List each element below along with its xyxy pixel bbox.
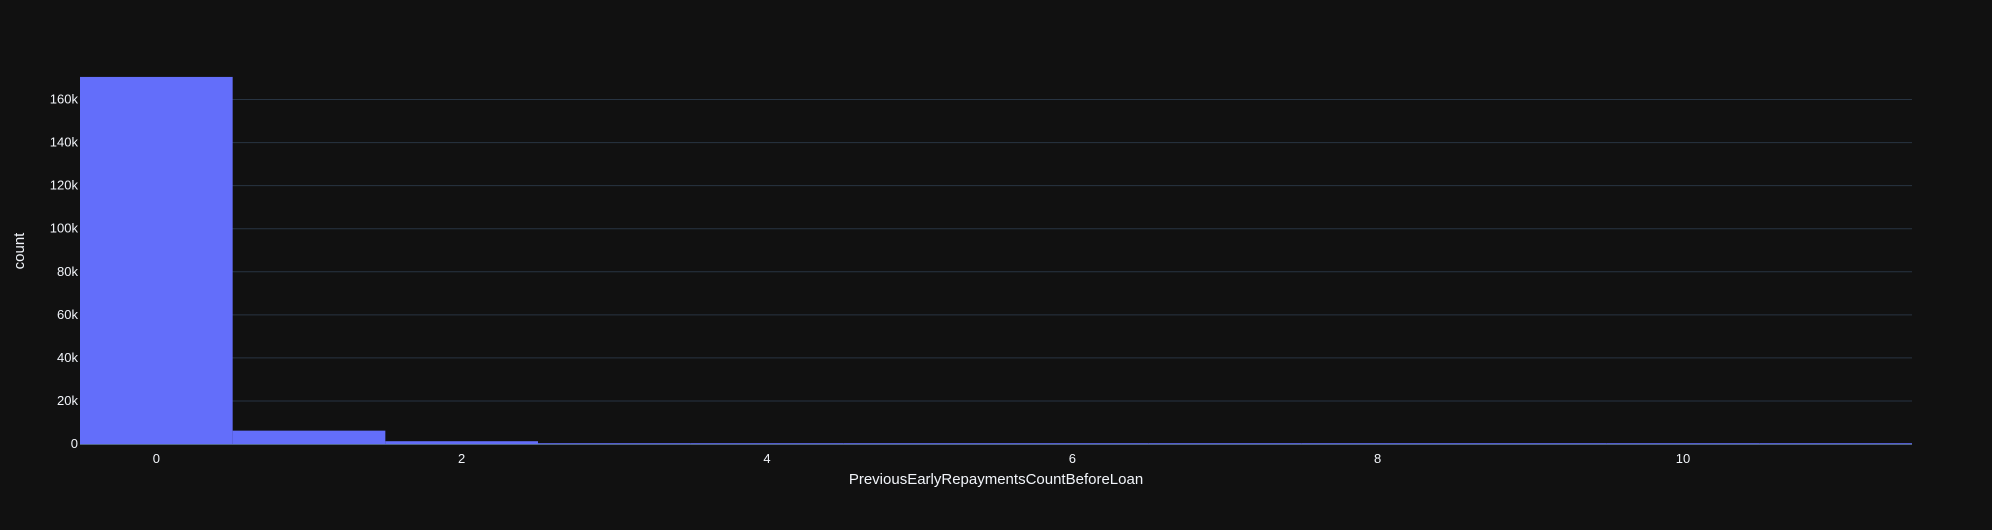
x-tick-label: 4 — [763, 451, 770, 466]
x-tick-label: 2 — [458, 451, 465, 466]
y-tick-label: 100k — [50, 221, 79, 236]
histogram-bar — [690, 443, 844, 444]
y-tick-label: 0 — [71, 436, 78, 451]
y-tick-label: 120k — [50, 178, 79, 193]
histogram-bar — [1301, 443, 1454, 444]
histogram-bar — [538, 443, 691, 444]
x-tick-label: 8 — [1374, 451, 1381, 466]
bars — [80, 76, 1912, 445]
gridlines — [80, 99, 1912, 402]
histogram-bar — [1454, 443, 1607, 444]
histogram-bar — [80, 76, 233, 445]
x-tick-label: 6 — [1069, 451, 1076, 466]
histogram-bar — [996, 443, 1149, 444]
y-tick-label: 60k — [57, 307, 78, 322]
y-tick-label: 160k — [50, 92, 79, 107]
x-axis-title: PreviousEarlyRepaymentsCountBeforeLoan — [849, 471, 1143, 488]
x-tick-label: 10 — [1676, 451, 1690, 466]
y-axis-title: count — [11, 232, 28, 270]
histogram-bar — [1606, 443, 1760, 444]
histogram-bar — [843, 443, 996, 444]
histogram-bar — [1759, 443, 1912, 444]
y-tick-label: 140k — [50, 135, 79, 150]
y-tick-label: 80k — [57, 264, 78, 279]
histogram-bar — [232, 430, 386, 444]
histogram-bar — [1148, 443, 1302, 444]
y-tick-labels: 0 20k 40k 60k 80k 100k 120k 140k 160k — [50, 92, 79, 451]
y-tick-label: 20k — [57, 393, 78, 408]
y-tick-label: 40k — [57, 350, 78, 365]
x-tick-labels: 0 2 4 6 8 10 — [153, 451, 1691, 466]
x-tick-label: 0 — [153, 451, 160, 466]
histogram-bar — [385, 441, 538, 444]
